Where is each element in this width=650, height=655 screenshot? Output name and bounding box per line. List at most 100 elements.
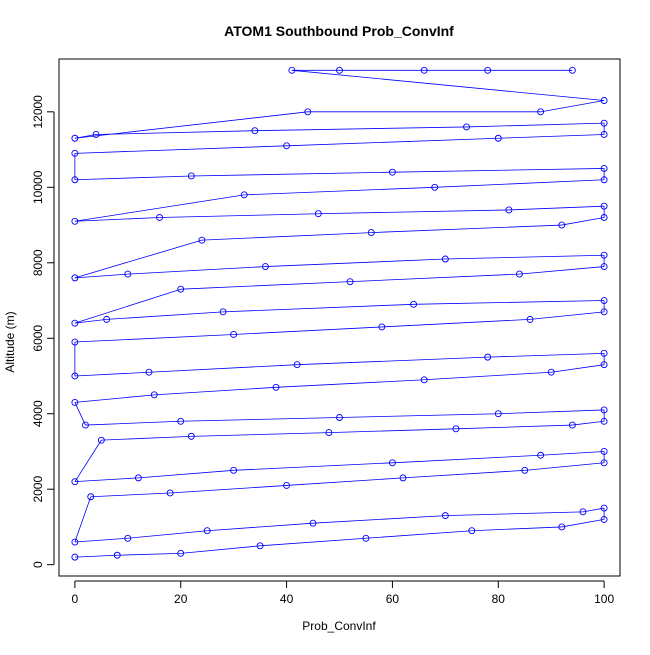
data-point: [230, 466, 238, 474]
series-line-segment: [582, 507, 605, 513]
data-point: [600, 406, 608, 414]
data-point: [441, 512, 449, 520]
data-point: [166, 489, 174, 497]
data-point: [71, 338, 79, 346]
data-point: [187, 432, 195, 440]
data-point: [219, 308, 227, 316]
series-line-segment: [455, 424, 573, 430]
series-line-segment: [392, 454, 541, 464]
data-point: [177, 549, 185, 557]
data-point: [388, 168, 396, 176]
data-point: [399, 474, 407, 482]
plot-frame: [58, 58, 621, 577]
data-point: [71, 176, 79, 184]
series-line-segment: [180, 417, 340, 422]
series-line-segment: [74, 145, 287, 154]
data-point: [251, 127, 259, 135]
series-line-segment: [297, 356, 488, 366]
data-point: [134, 474, 142, 482]
data-point: [600, 349, 608, 357]
data-point: [346, 278, 354, 286]
series-line-segment: [74, 288, 181, 324]
data-point: [600, 459, 608, 467]
data-point: [452, 425, 460, 433]
data-point: [71, 553, 79, 561]
series-line-segment: [74, 334, 234, 343]
data-point: [600, 214, 608, 221]
x-tick-label: 100: [594, 592, 614, 606]
series-line-segment: [74, 554, 118, 558]
data-point: [600, 515, 608, 523]
series-line-segment: [154, 386, 277, 396]
series-line-segment: [471, 526, 562, 532]
data-point: [261, 263, 269, 271]
data-point: [283, 142, 291, 150]
x-tick-label: 80: [492, 592, 506, 606]
series-line-segment: [85, 420, 181, 426]
data-point: [71, 478, 79, 486]
series-line-segment: [106, 311, 224, 320]
series-line-segment: [74, 318, 107, 324]
series-line-segment: [424, 371, 552, 381]
axes-layer: 0 20 40 60 80 100 0 2000 4000 6000 8000 10000 12000: [31, 95, 614, 606]
series-line-segment: [551, 364, 605, 373]
series-line-segment: [90, 492, 171, 498]
data-point: [600, 504, 608, 512]
data-point: [441, 255, 449, 263]
data-point: [600, 417, 608, 425]
data-point: [177, 417, 185, 425]
series-line-segment: [371, 224, 562, 233]
series-line-segment: [127, 530, 208, 539]
data-point: [256, 542, 264, 550]
series-line-segment: [445, 254, 605, 260]
data-point: [600, 202, 608, 210]
data-point: [71, 134, 79, 142]
series-line-segment: [74, 175, 192, 181]
data-point: [484, 353, 492, 361]
data-point: [600, 263, 608, 271]
data-point: [198, 236, 206, 244]
data-point: [468, 527, 476, 535]
series-line-segment: [74, 496, 92, 543]
data-point: [420, 376, 428, 384]
data-point: [388, 459, 396, 467]
data-point: [103, 315, 111, 323]
series-line-segment: [498, 409, 605, 415]
series-line-segment: [180, 545, 261, 554]
data-point: [87, 493, 95, 501]
series-line-segment: [291, 69, 605, 101]
data-point: [410, 300, 418, 308]
y-tick-label: 10000: [31, 170, 45, 204]
series-line-segment: [413, 300, 605, 305]
series-line-segment: [466, 122, 605, 128]
data-point: [600, 176, 608, 184]
data-point: [71, 149, 79, 157]
data-point: [293, 361, 301, 369]
data-point: [187, 172, 195, 180]
data-point: [362, 534, 370, 542]
data-series: [71, 66, 608, 561]
x-tick-label: 20: [174, 592, 188, 606]
data-point: [71, 319, 79, 327]
series-line-segment: [74, 537, 128, 543]
data-point: [156, 214, 164, 221]
x-axis-label: Prob_ConvInf: [302, 619, 376, 633]
series-layer: [71, 66, 608, 561]
x-tick-label: 0: [72, 592, 79, 606]
data-point: [537, 451, 545, 459]
y-tick-label: 12000: [31, 95, 45, 129]
data-point: [521, 466, 529, 474]
series-line-segment: [313, 515, 446, 524]
series-line-segment: [275, 379, 425, 388]
data-point: [92, 131, 100, 138]
series-line-segment: [402, 469, 525, 479]
data-point: [283, 481, 291, 489]
series-line-segment: [159, 213, 319, 218]
data-point: [494, 134, 502, 142]
data-point: [537, 108, 545, 116]
data-point: [97, 436, 105, 444]
series-line-segment: [445, 511, 583, 517]
series-line-segment: [74, 111, 308, 139]
data-point: [314, 210, 322, 218]
data-point: [124, 534, 132, 542]
